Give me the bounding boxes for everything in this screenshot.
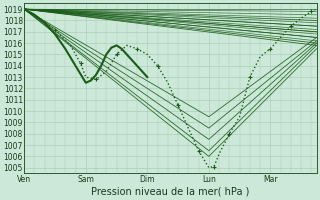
X-axis label: Pression niveau de la mer( hPa ): Pression niveau de la mer( hPa ): [91, 187, 250, 197]
